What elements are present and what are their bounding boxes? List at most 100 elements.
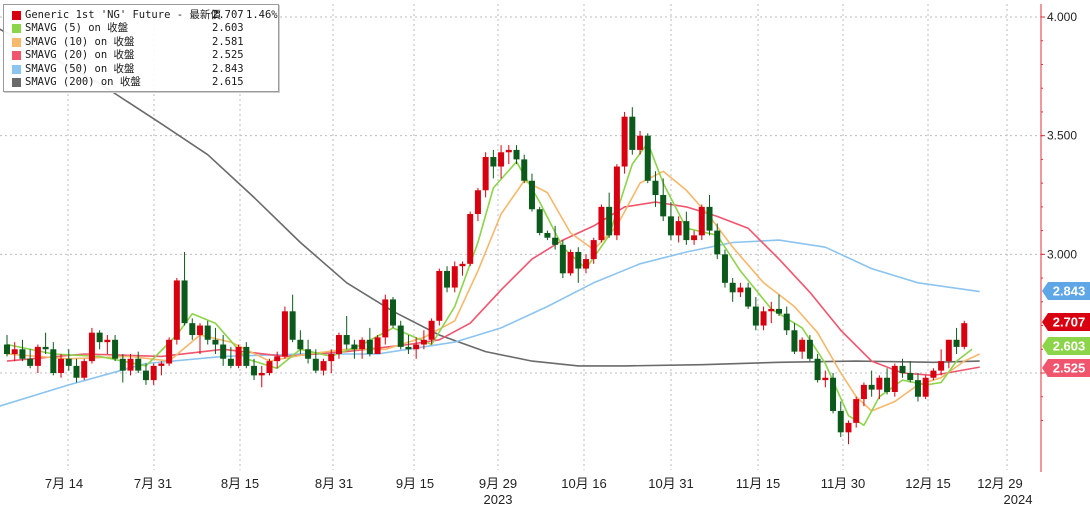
candle (683, 211, 690, 245)
candle (181, 251, 188, 326)
candle (482, 152, 489, 198)
candle-body (776, 308, 782, 314)
candle-body (227, 358, 234, 366)
x-year-label: 2024 (1004, 492, 1033, 507)
candle (567, 249, 574, 276)
candle (204, 320, 211, 345)
candle-body (791, 330, 798, 352)
candle-body (467, 213, 474, 264)
legend-series-name: SMAVG (50) on 收盤 (25, 62, 135, 75)
candle-body (281, 311, 288, 357)
candle (266, 358, 273, 376)
candle-body (96, 332, 103, 343)
candle (691, 230, 698, 245)
last-value-badge: 2.603 (1042, 337, 1090, 355)
candle (714, 223, 721, 260)
last-value-badges: 2.843 2.707 2.603 2.525 (1042, 282, 1090, 377)
candle-body (359, 339, 366, 350)
badge-label: 2.707 (1053, 315, 1086, 330)
candle (135, 351, 142, 373)
candle (343, 316, 350, 350)
legend-swatch (12, 11, 21, 20)
x-tick-label: 12月 29 (977, 476, 1023, 491)
candle (961, 320, 968, 350)
legend-swatch (12, 78, 21, 87)
candle (613, 164, 620, 241)
candle-body (11, 349, 18, 355)
candle (142, 363, 149, 385)
candle-body (760, 311, 767, 326)
candle-body (498, 152, 505, 167)
candle-body (50, 349, 57, 373)
candle-body (266, 361, 273, 373)
candle-body (142, 370, 149, 381)
candle (536, 206, 543, 236)
candle-body (629, 116, 636, 150)
legend-swatch (12, 37, 21, 47)
candle-body (528, 180, 535, 210)
candle (768, 301, 775, 324)
candle-body (312, 358, 319, 371)
candle-body (135, 358, 142, 371)
candle-body (366, 339, 373, 355)
candle-body (197, 325, 203, 336)
candle (891, 363, 898, 397)
candle (853, 396, 860, 428)
candle (397, 320, 404, 350)
candle-body (150, 365, 157, 381)
candle (312, 349, 319, 373)
candle-body (930, 370, 937, 378)
candle-body (351, 344, 358, 350)
candle (467, 211, 474, 267)
candle-body (212, 339, 219, 345)
legend-entry[interactable]: SMAVG (50) on 收盤 2.843 (12, 63, 272, 76)
legend-entry[interactable]: SMAVG (10) on 收盤 2.581 (12, 36, 272, 49)
chart-legend[interactable]: Generic 1st 'NG' Future - 最新價 2.707 1.46% S… (3, 4, 279, 92)
candle (860, 382, 867, 407)
candle-body (119, 358, 126, 371)
candle (289, 294, 296, 343)
candle-body (420, 339, 427, 345)
legend-series-name: SMAVG (5) on 收盤 (25, 22, 129, 35)
candle-body (73, 365, 80, 378)
candle (914, 373, 921, 402)
candle-body (652, 180, 659, 195)
candle-body (590, 240, 597, 260)
legend-entry[interactable]: SMAVG (20) on 收盤 2.525 (12, 49, 272, 62)
candle-body (799, 339, 806, 352)
candle (58, 354, 65, 378)
candle-body (899, 365, 906, 373)
candle (119, 354, 126, 383)
candle (737, 282, 744, 298)
badge-shape (1042, 313, 1090, 331)
candle-body (505, 149, 512, 153)
candle (366, 327, 373, 357)
candle-body (88, 332, 95, 362)
candle-body (27, 358, 34, 366)
candle (498, 145, 505, 179)
candle-body (320, 361, 327, 371)
candle (799, 337, 806, 359)
x-tick-label: 7月 14 (45, 476, 83, 491)
candle (629, 107, 636, 155)
candle-body (559, 244, 566, 274)
candle-body (521, 159, 528, 181)
candle-body (768, 308, 775, 312)
candle-body (382, 299, 389, 338)
candle (706, 195, 713, 236)
x-tick-label: 7月 31 (134, 476, 172, 491)
grid-lines (0, 4, 1041, 470)
x-tick-label: 11月 30 (821, 476, 866, 491)
candle-body (104, 339, 111, 343)
legend-entry[interactable]: SMAVG (200) on 收盤 2.615 (12, 76, 272, 89)
candle-body (945, 339, 952, 362)
legend-entry[interactable]: SMAVG (5) on 收盤 2.603 (12, 22, 272, 35)
candle-body (42, 346, 49, 350)
badge-shape (1042, 282, 1090, 300)
candle (544, 230, 551, 241)
legend-entry[interactable]: Generic 1st 'NG' Future - 最新價 2.707 1.46% (12, 9, 278, 22)
candle (297, 330, 304, 355)
candle-body (127, 358, 134, 371)
badge-label: 2.525 (1053, 361, 1086, 376)
candle (783, 306, 790, 336)
